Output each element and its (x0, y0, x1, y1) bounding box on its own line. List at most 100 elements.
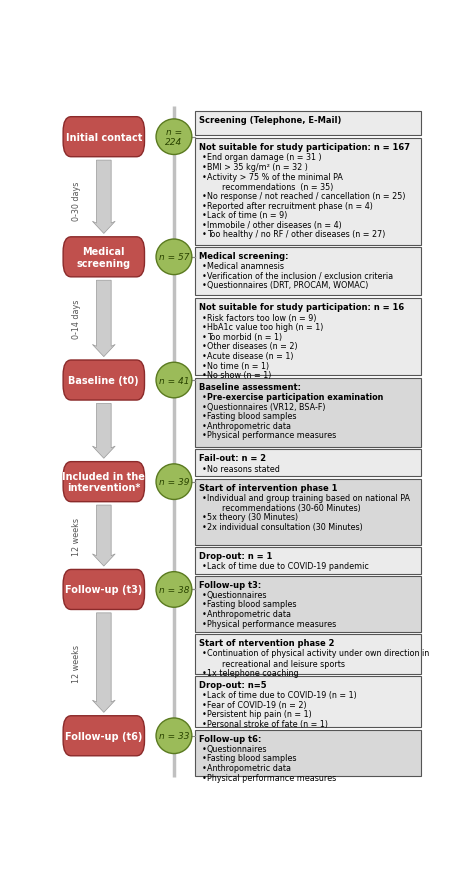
Text: •: • (202, 421, 207, 431)
Text: Follow-up t3:: Follow-up t3: (199, 580, 261, 589)
Text: 0-14 days: 0-14 days (72, 299, 81, 339)
FancyBboxPatch shape (63, 716, 145, 756)
Text: 12 weeks: 12 weeks (72, 644, 81, 681)
Text: Lack of time due to COVID-19 (n = 1): Lack of time due to COVID-19 (n = 1) (207, 690, 356, 699)
Text: n = 39: n = 39 (159, 478, 189, 487)
Text: •: • (202, 619, 207, 628)
Text: Not suitable for study participation: n = 16: Not suitable for study participation: n … (199, 303, 404, 312)
Text: Medical screening:: Medical screening: (199, 252, 288, 260)
Bar (195, 450, 421, 477)
Text: Physical performance measures: Physical performance measures (207, 619, 336, 628)
Text: •: • (202, 719, 207, 728)
Ellipse shape (156, 120, 192, 155)
Text: Fasting blood samples: Fasting blood samples (207, 753, 296, 763)
Text: Questionnaires: Questionnaires (207, 590, 267, 599)
Text: Persistent hip pain (n = 1): Persistent hip pain (n = 1) (207, 709, 311, 718)
Text: •: • (202, 773, 207, 781)
Text: BMI > 35 kg/m² (n = 32 ): BMI > 35 kg/m² (n = 32 ) (207, 163, 308, 172)
Text: •: • (202, 332, 207, 341)
FancyBboxPatch shape (63, 360, 145, 401)
Text: n =
224: n = 224 (165, 128, 182, 147)
Text: •: • (202, 313, 207, 322)
Text: •: • (202, 744, 207, 753)
Text: Initial contact: Initial contact (65, 132, 142, 143)
Text: Baseline (t0): Baseline (t0) (69, 375, 139, 386)
Text: Baseline assessment:: Baseline assessment: (199, 382, 301, 391)
Text: Reported after recruitment phase (n = 4): Reported after recruitment phase (n = 4) (207, 202, 373, 210)
Text: •: • (202, 173, 207, 182)
Text: Drop-out: n = 1: Drop-out: n = 1 (199, 552, 272, 560)
Text: •: • (202, 522, 207, 531)
Text: Verification of the inclusion / exclusion criteria: Verification of the inclusion / exclusio… (207, 271, 393, 281)
Text: •: • (202, 163, 207, 172)
Text: No reasons stated: No reasons stated (207, 464, 280, 473)
Text: •: • (202, 667, 207, 677)
Text: Included in the
intervention*: Included in the intervention* (63, 471, 145, 493)
Text: 2x individual consultation (30 Minutes): 2x individual consultation (30 Minutes) (207, 522, 363, 531)
Text: Anthropometric data: Anthropometric data (207, 763, 291, 772)
Text: Physical performance measures: Physical performance measures (207, 431, 336, 440)
Text: •: • (202, 690, 207, 699)
Ellipse shape (156, 572, 192, 608)
Text: Not suitable for study participation: n = 167: Not suitable for study participation: n … (199, 143, 410, 152)
FancyArrow shape (92, 404, 115, 459)
Text: •: • (202, 281, 207, 290)
Text: 0-30 days: 0-30 days (72, 182, 81, 221)
Text: 5x theory (30 Minutes): 5x theory (30 Minutes) (207, 512, 298, 522)
Text: Start of intervention phase 1: Start of intervention phase 1 (199, 483, 337, 492)
FancyArrow shape (92, 505, 115, 567)
Text: •: • (202, 700, 207, 709)
Text: •: • (202, 271, 207, 281)
Text: Pre-exercise participation examination: Pre-exercise participation examination (207, 393, 383, 402)
Text: Lack of time due to COVID-19 pandemic: Lack of time due to COVID-19 pandemic (207, 561, 368, 571)
Text: n = 57: n = 57 (159, 253, 189, 262)
Text: Individual and group training based on national PA
      recommendations (30-60 : Individual and group training based on n… (207, 493, 410, 512)
Text: Screening (Telephone, E-Mail): Screening (Telephone, E-Mail) (199, 116, 341, 125)
Bar (195, 676, 421, 727)
Text: •: • (202, 220, 207, 230)
Text: •: • (202, 342, 207, 351)
Text: Continuation of physical activity under own direction in
      recreational and : Continuation of physical activity under … (207, 649, 429, 668)
Text: Fasting blood samples: Fasting blood samples (207, 411, 296, 421)
Text: Immobile / other diseases (n = 4): Immobile / other diseases (n = 4) (207, 220, 341, 230)
Text: No response / not reached / cancellation (n = 25): No response / not reached / cancellation… (207, 192, 405, 201)
Ellipse shape (156, 363, 192, 398)
Text: •: • (202, 590, 207, 599)
Bar (195, 378, 421, 447)
Text: Follow-up (t6): Follow-up (t6) (65, 731, 143, 741)
Text: •: • (202, 411, 207, 421)
Text: •: • (202, 561, 207, 571)
Text: n = 33: n = 33 (159, 731, 189, 740)
Text: •: • (202, 493, 207, 503)
Bar (195, 479, 421, 545)
Text: •: • (202, 610, 207, 618)
Text: Physical performance measures: Physical performance measures (207, 773, 336, 781)
Text: Drop-out: n=5: Drop-out: n=5 (199, 680, 266, 689)
Text: Follow-up t6:: Follow-up t6: (199, 734, 261, 743)
Text: 12 weeks: 12 weeks (72, 517, 81, 555)
Bar (195, 634, 421, 674)
Text: n = 38: n = 38 (159, 585, 189, 595)
Text: 1x telephone coaching: 1x telephone coaching (207, 667, 298, 677)
Text: •: • (202, 393, 207, 402)
Text: Activity > 75 % of the minimal PA
      recommendations  (n = 35): Activity > 75 % of the minimal PA recomm… (207, 173, 343, 192)
Bar (195, 730, 421, 776)
Text: •: • (202, 709, 207, 718)
Text: Medical
screening: Medical screening (77, 246, 131, 268)
FancyArrow shape (92, 281, 115, 357)
Text: Personal stroke of fate (n = 1): Personal stroke of fate (n = 1) (207, 719, 328, 728)
Text: •: • (202, 211, 207, 220)
Bar (195, 139, 421, 246)
FancyBboxPatch shape (63, 462, 145, 503)
Bar (195, 111, 421, 136)
Bar (195, 247, 421, 296)
Text: End organ damage (n = 31 ): End organ damage (n = 31 ) (207, 153, 321, 162)
Text: n = 41: n = 41 (159, 376, 189, 385)
FancyBboxPatch shape (63, 570, 145, 610)
Text: Start of ntervention phase 2: Start of ntervention phase 2 (199, 638, 334, 647)
Text: Medical anamnesis: Medical anamnesis (207, 261, 283, 271)
Text: •: • (202, 649, 207, 658)
Text: Questionnaires (DRT, PROCAM, WOMAC): Questionnaires (DRT, PROCAM, WOMAC) (207, 281, 368, 290)
Text: •: • (202, 323, 207, 332)
Text: •: • (202, 600, 207, 609)
